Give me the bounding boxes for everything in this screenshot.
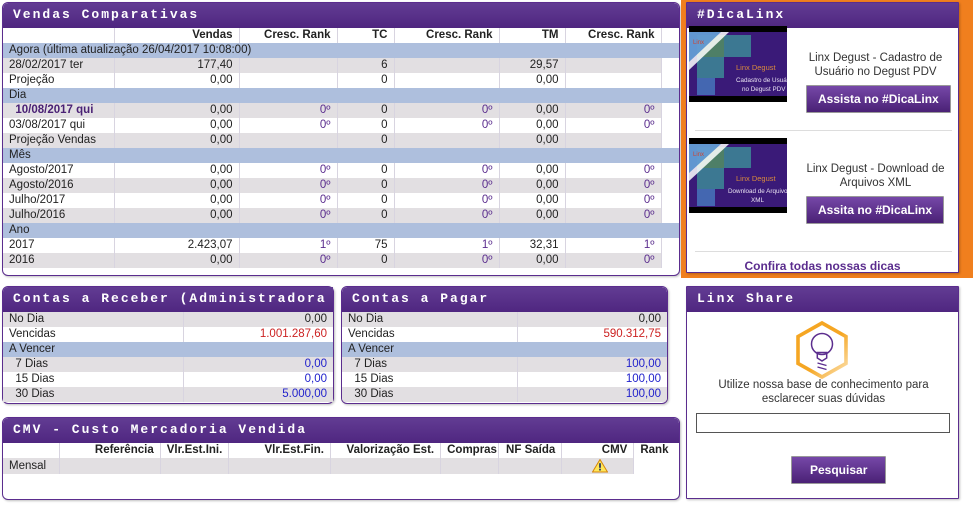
svg-text:Linx: Linx	[693, 40, 704, 46]
svg-text:Linx Degust: Linx Degust	[736, 174, 777, 183]
svg-text:Linx Degust: Linx Degust	[736, 63, 777, 72]
svg-text:Cadastro de Usuário: Cadastro de Usuário	[736, 77, 787, 84]
svg-text:no Degust PDV: no Degust PDV	[742, 86, 786, 93]
svg-text:XML: XML	[751, 197, 764, 204]
svg-text:Download de Arquivos: Download de Arquivos	[728, 188, 787, 195]
svg-text:Linx: Linx	[693, 152, 704, 158]
